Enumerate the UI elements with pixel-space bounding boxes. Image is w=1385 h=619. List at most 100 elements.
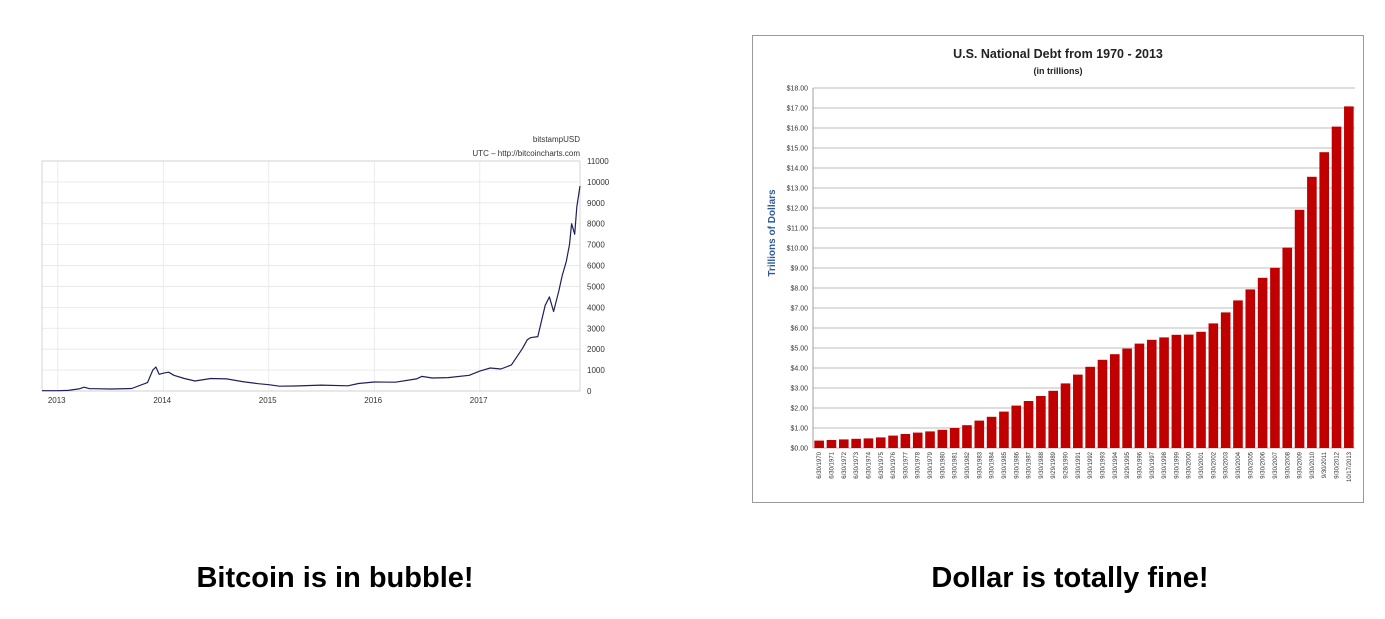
debt-bar: [937, 429, 948, 448]
us-debt-chart: U.S. National Debt from 1970 - 2013 (in …: [752, 35, 1364, 503]
debt-bar: [1282, 247, 1293, 448]
debt-bar: [912, 432, 923, 448]
debt-y-tick-label: $7.00: [790, 306, 808, 313]
debt-x-tick-label: 6/30/1972: [842, 451, 848, 478]
debt-x-tick-label: 9/30/1979: [928, 451, 934, 478]
debt-y-tick-label: $1.00: [790, 426, 808, 433]
caption-dollar: Dollar is totally fine!: [931, 562, 1209, 594]
btc-x-tick-labels: 2013 2014 2015 2016 2017: [48, 396, 488, 405]
debt-x-tick-label: 6/30/1971: [830, 451, 836, 478]
btc-grid: [42, 160, 580, 392]
debt-x-tick-label: 9/30/1991: [1076, 451, 1082, 478]
debt-y-tick-label: $15.00: [787, 146, 809, 153]
debt-bar: [1344, 106, 1354, 449]
debt-bar: [986, 416, 997, 448]
btc-y-tick-label: 5000: [587, 282, 605, 291]
debt-bar: [1257, 277, 1268, 448]
debt-bars: [814, 106, 1354, 449]
debt-y-tick-label: $13.00: [787, 186, 809, 193]
debt-bar: [1171, 334, 1182, 448]
debt-x-tick-label: 9/30/1984: [990, 451, 996, 478]
debt-x-tick-label: 9/30/1997: [1150, 451, 1156, 478]
btc-y-tick-label: 4000: [587, 303, 605, 312]
bitcoin-price-chart: bitstampUSD UTC – http://bitcoincharts.c…: [41, 135, 610, 405]
btc-y-tick-label: 6000: [587, 262, 605, 271]
btc-x-tick-label: 2015: [259, 396, 277, 405]
debt-bar: [1073, 374, 1083, 448]
debt-y-tick-label: $12.00: [787, 206, 809, 213]
btc-y-tick-labels: 0 1000 2000 3000 4000 5000 6000 7000 8000 9000 100…: [587, 157, 610, 396]
debt-x-tick-label: 6/30/1970: [817, 451, 823, 478]
debt-x-tick-label: 9/30/2008: [1285, 451, 1291, 478]
debt-bar: [1196, 331, 1206, 448]
debt-bar: [1048, 390, 1059, 448]
debt-y-tick-label: $18.00: [787, 86, 809, 93]
debt-x-tick-label: 9/30/2011: [1322, 451, 1328, 478]
debt-x-tick-label: 9/30/1980: [940, 451, 946, 478]
debt-bar: [826, 440, 837, 448]
debt-bar: [1220, 312, 1231, 448]
debt-x-tick-label: 9/30/1987: [1027, 451, 1033, 478]
debt-bar: [1270, 267, 1280, 448]
debt-bar: [1319, 152, 1330, 448]
btc-chart-subtitle: UTC – http://bitcoincharts.com: [472, 149, 580, 158]
debt-x-tick-label: 9/30/2006: [1261, 451, 1267, 478]
debt-bar: [888, 435, 898, 448]
debt-y-tick-label: $14.00: [787, 166, 809, 173]
btc-chart-title: bitstampUSD: [533, 135, 580, 144]
debt-x-tick-label: 9/30/1985: [1002, 451, 1008, 478]
debt-bar: [999, 411, 1009, 448]
debt-y-tick-label: $10.00: [787, 246, 809, 253]
debt-x-tick-label: 10/17/2013: [1347, 451, 1353, 482]
btc-y-tick-label: 0: [587, 387, 592, 396]
debt-y-tick-label: $4.00: [790, 366, 808, 373]
debt-chart-title: U.S. National Debt from 1970 - 2013: [953, 47, 1163, 61]
debt-bar: [863, 438, 874, 448]
btc-y-tick-label: 10000: [587, 178, 610, 187]
btc-y-tick-label: 2000: [587, 345, 605, 354]
btc-y-tick-label: 1000: [587, 366, 605, 375]
debt-bar: [838, 439, 849, 448]
debt-bar: [1011, 405, 1022, 448]
debt-x-tick-label: 9/30/1999: [1174, 451, 1180, 478]
debt-y-tick-label: $9.00: [790, 266, 808, 273]
btc-y-tick-label: 9000: [587, 199, 605, 208]
debt-y-tick-label: $0.00: [790, 446, 808, 453]
debt-bar: [900, 434, 911, 448]
debt-bar: [1122, 348, 1132, 448]
debt-bar: [1085, 366, 1095, 448]
debt-y-tick-labels: $0.00 $1.00 $2.00 $3.00 $4.00 $5.00 $6.00 $7.00…: [787, 86, 809, 453]
debt-x-tick-label: 9/30/1983: [977, 451, 983, 478]
debt-y-axis-label: Trillions of Dollars: [767, 189, 778, 277]
debt-x-tick-label: 9/30/2009: [1298, 451, 1304, 478]
debt-x-tick-label: 9/30/2012: [1335, 451, 1341, 478]
debt-x-tick-label: 9/30/2010: [1310, 451, 1316, 478]
debt-bar: [974, 420, 985, 448]
debt-x-tick-label: 9/30/1978: [916, 451, 922, 478]
debt-x-tick-label: 9/30/1988: [1039, 451, 1045, 478]
debt-x-tick-label: 9/30/2000: [1187, 451, 1193, 478]
debt-x-tick-label: 9/30/1986: [1014, 451, 1020, 478]
debt-x-tick-label: 6/30/1976: [891, 451, 897, 478]
debt-bar: [949, 428, 960, 448]
debt-x-tick-labels: 6/30/1970 6/30/1971 6/30/1972 6/30/1973 6/30…: [817, 451, 1353, 482]
debt-bar: [1294, 209, 1305, 448]
debt-bar: [1331, 126, 1342, 448]
debt-x-tick-label: 9/30/2004: [1236, 451, 1242, 478]
debt-x-tick-label: 9/30/2002: [1211, 451, 1217, 478]
debt-x-tick-label: 9/30/2007: [1273, 451, 1279, 478]
btc-x-tick-label: 2017: [470, 396, 488, 405]
debt-bar: [1307, 176, 1317, 449]
debt-bar: [1134, 343, 1145, 448]
debt-bar: [1036, 396, 1046, 448]
btc-x-tick-label: 2013: [48, 396, 66, 405]
debt-y-tick-label: $6.00: [790, 326, 808, 333]
debt-y-tick-label: $17.00: [787, 106, 809, 113]
debt-bar: [1233, 300, 1243, 448]
debt-chart-subtitle: (in trillions): [1034, 66, 1083, 76]
btc-y-tick-label: 3000: [587, 324, 605, 333]
debt-y-tick-label: $11.00: [787, 226, 808, 233]
debt-x-tick-label: 6/30/1974: [866, 451, 872, 478]
debt-bar: [814, 440, 824, 448]
debt-x-tick-label: 9/30/1982: [965, 451, 971, 478]
